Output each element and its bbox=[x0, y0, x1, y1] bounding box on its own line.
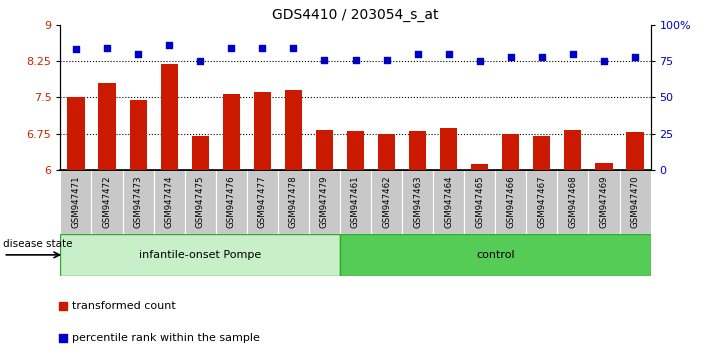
Point bbox=[225, 45, 237, 51]
Bar bbox=[68, 97, 85, 170]
Text: disease state: disease state bbox=[4, 239, 73, 249]
Bar bbox=[433, 170, 464, 234]
Text: GSM947466: GSM947466 bbox=[506, 176, 515, 228]
Text: GSM947463: GSM947463 bbox=[413, 176, 422, 228]
Text: GSM947474: GSM947474 bbox=[165, 176, 173, 228]
Point bbox=[288, 45, 299, 51]
Bar bbox=[309, 170, 340, 234]
Bar bbox=[502, 133, 519, 170]
Point bbox=[257, 45, 268, 51]
Text: GSM947470: GSM947470 bbox=[631, 176, 639, 228]
Text: infantile-onset Pompe: infantile-onset Pompe bbox=[139, 250, 262, 260]
Bar bbox=[440, 128, 457, 170]
Bar bbox=[565, 130, 582, 170]
Bar bbox=[247, 170, 278, 234]
Bar bbox=[223, 95, 240, 170]
Bar bbox=[161, 64, 178, 170]
Text: GSM947473: GSM947473 bbox=[134, 176, 143, 228]
Bar bbox=[471, 164, 488, 170]
Text: GSM947477: GSM947477 bbox=[258, 176, 267, 228]
Point bbox=[567, 51, 579, 57]
Point bbox=[229, 175, 240, 180]
Text: GSM947462: GSM947462 bbox=[382, 176, 391, 228]
Text: GSM947467: GSM947467 bbox=[538, 176, 546, 228]
Text: GSM947464: GSM947464 bbox=[444, 176, 453, 228]
Text: GSM947461: GSM947461 bbox=[351, 176, 360, 228]
Bar bbox=[619, 170, 651, 234]
Text: GSM947476: GSM947476 bbox=[227, 176, 236, 228]
Text: GSM947479: GSM947479 bbox=[320, 176, 329, 228]
Bar bbox=[215, 170, 247, 234]
Bar bbox=[557, 170, 589, 234]
Text: GSM947468: GSM947468 bbox=[568, 176, 577, 228]
Bar bbox=[340, 234, 651, 276]
Point bbox=[474, 58, 486, 64]
Text: GSM947475: GSM947475 bbox=[196, 176, 205, 228]
Point bbox=[195, 58, 206, 64]
Point bbox=[629, 54, 641, 59]
Text: control: control bbox=[476, 250, 515, 260]
Bar bbox=[378, 133, 395, 170]
Text: percentile rank within the sample: percentile rank within the sample bbox=[73, 333, 260, 343]
Text: GSM947472: GSM947472 bbox=[102, 176, 112, 228]
Point bbox=[164, 42, 175, 48]
Bar bbox=[626, 132, 643, 170]
Point bbox=[102, 45, 113, 51]
Point bbox=[70, 47, 82, 52]
Bar bbox=[595, 162, 612, 170]
Point bbox=[536, 54, 547, 59]
Point bbox=[443, 51, 454, 57]
Bar bbox=[371, 170, 402, 234]
Bar bbox=[254, 92, 271, 170]
Bar bbox=[60, 170, 92, 234]
Text: transformed count: transformed count bbox=[73, 301, 176, 311]
Point bbox=[350, 57, 361, 62]
Text: GSM947469: GSM947469 bbox=[599, 176, 609, 228]
Bar bbox=[526, 170, 557, 234]
Bar bbox=[129, 100, 146, 170]
Bar bbox=[99, 83, 116, 170]
Bar bbox=[285, 90, 302, 170]
Bar bbox=[409, 131, 426, 170]
Point bbox=[505, 54, 516, 59]
Bar bbox=[154, 170, 185, 234]
Bar bbox=[347, 131, 364, 170]
Bar bbox=[340, 170, 371, 234]
Bar bbox=[92, 170, 122, 234]
Bar bbox=[316, 130, 333, 170]
Bar bbox=[589, 170, 619, 234]
Point bbox=[412, 51, 423, 57]
Bar bbox=[464, 170, 496, 234]
Bar bbox=[278, 170, 309, 234]
Point bbox=[598, 58, 609, 64]
Title: GDS4410 / 203054_s_at: GDS4410 / 203054_s_at bbox=[272, 8, 439, 22]
Bar bbox=[192, 136, 209, 170]
Bar bbox=[533, 136, 550, 170]
Text: GSM947471: GSM947471 bbox=[72, 176, 80, 228]
Bar bbox=[60, 234, 340, 276]
Point bbox=[319, 57, 330, 62]
Bar bbox=[496, 170, 526, 234]
Text: GSM947465: GSM947465 bbox=[475, 176, 484, 228]
Point bbox=[132, 51, 144, 57]
Bar bbox=[122, 170, 154, 234]
Bar bbox=[402, 170, 433, 234]
Bar bbox=[185, 170, 215, 234]
Text: GSM947478: GSM947478 bbox=[289, 176, 298, 228]
Point bbox=[381, 57, 392, 62]
